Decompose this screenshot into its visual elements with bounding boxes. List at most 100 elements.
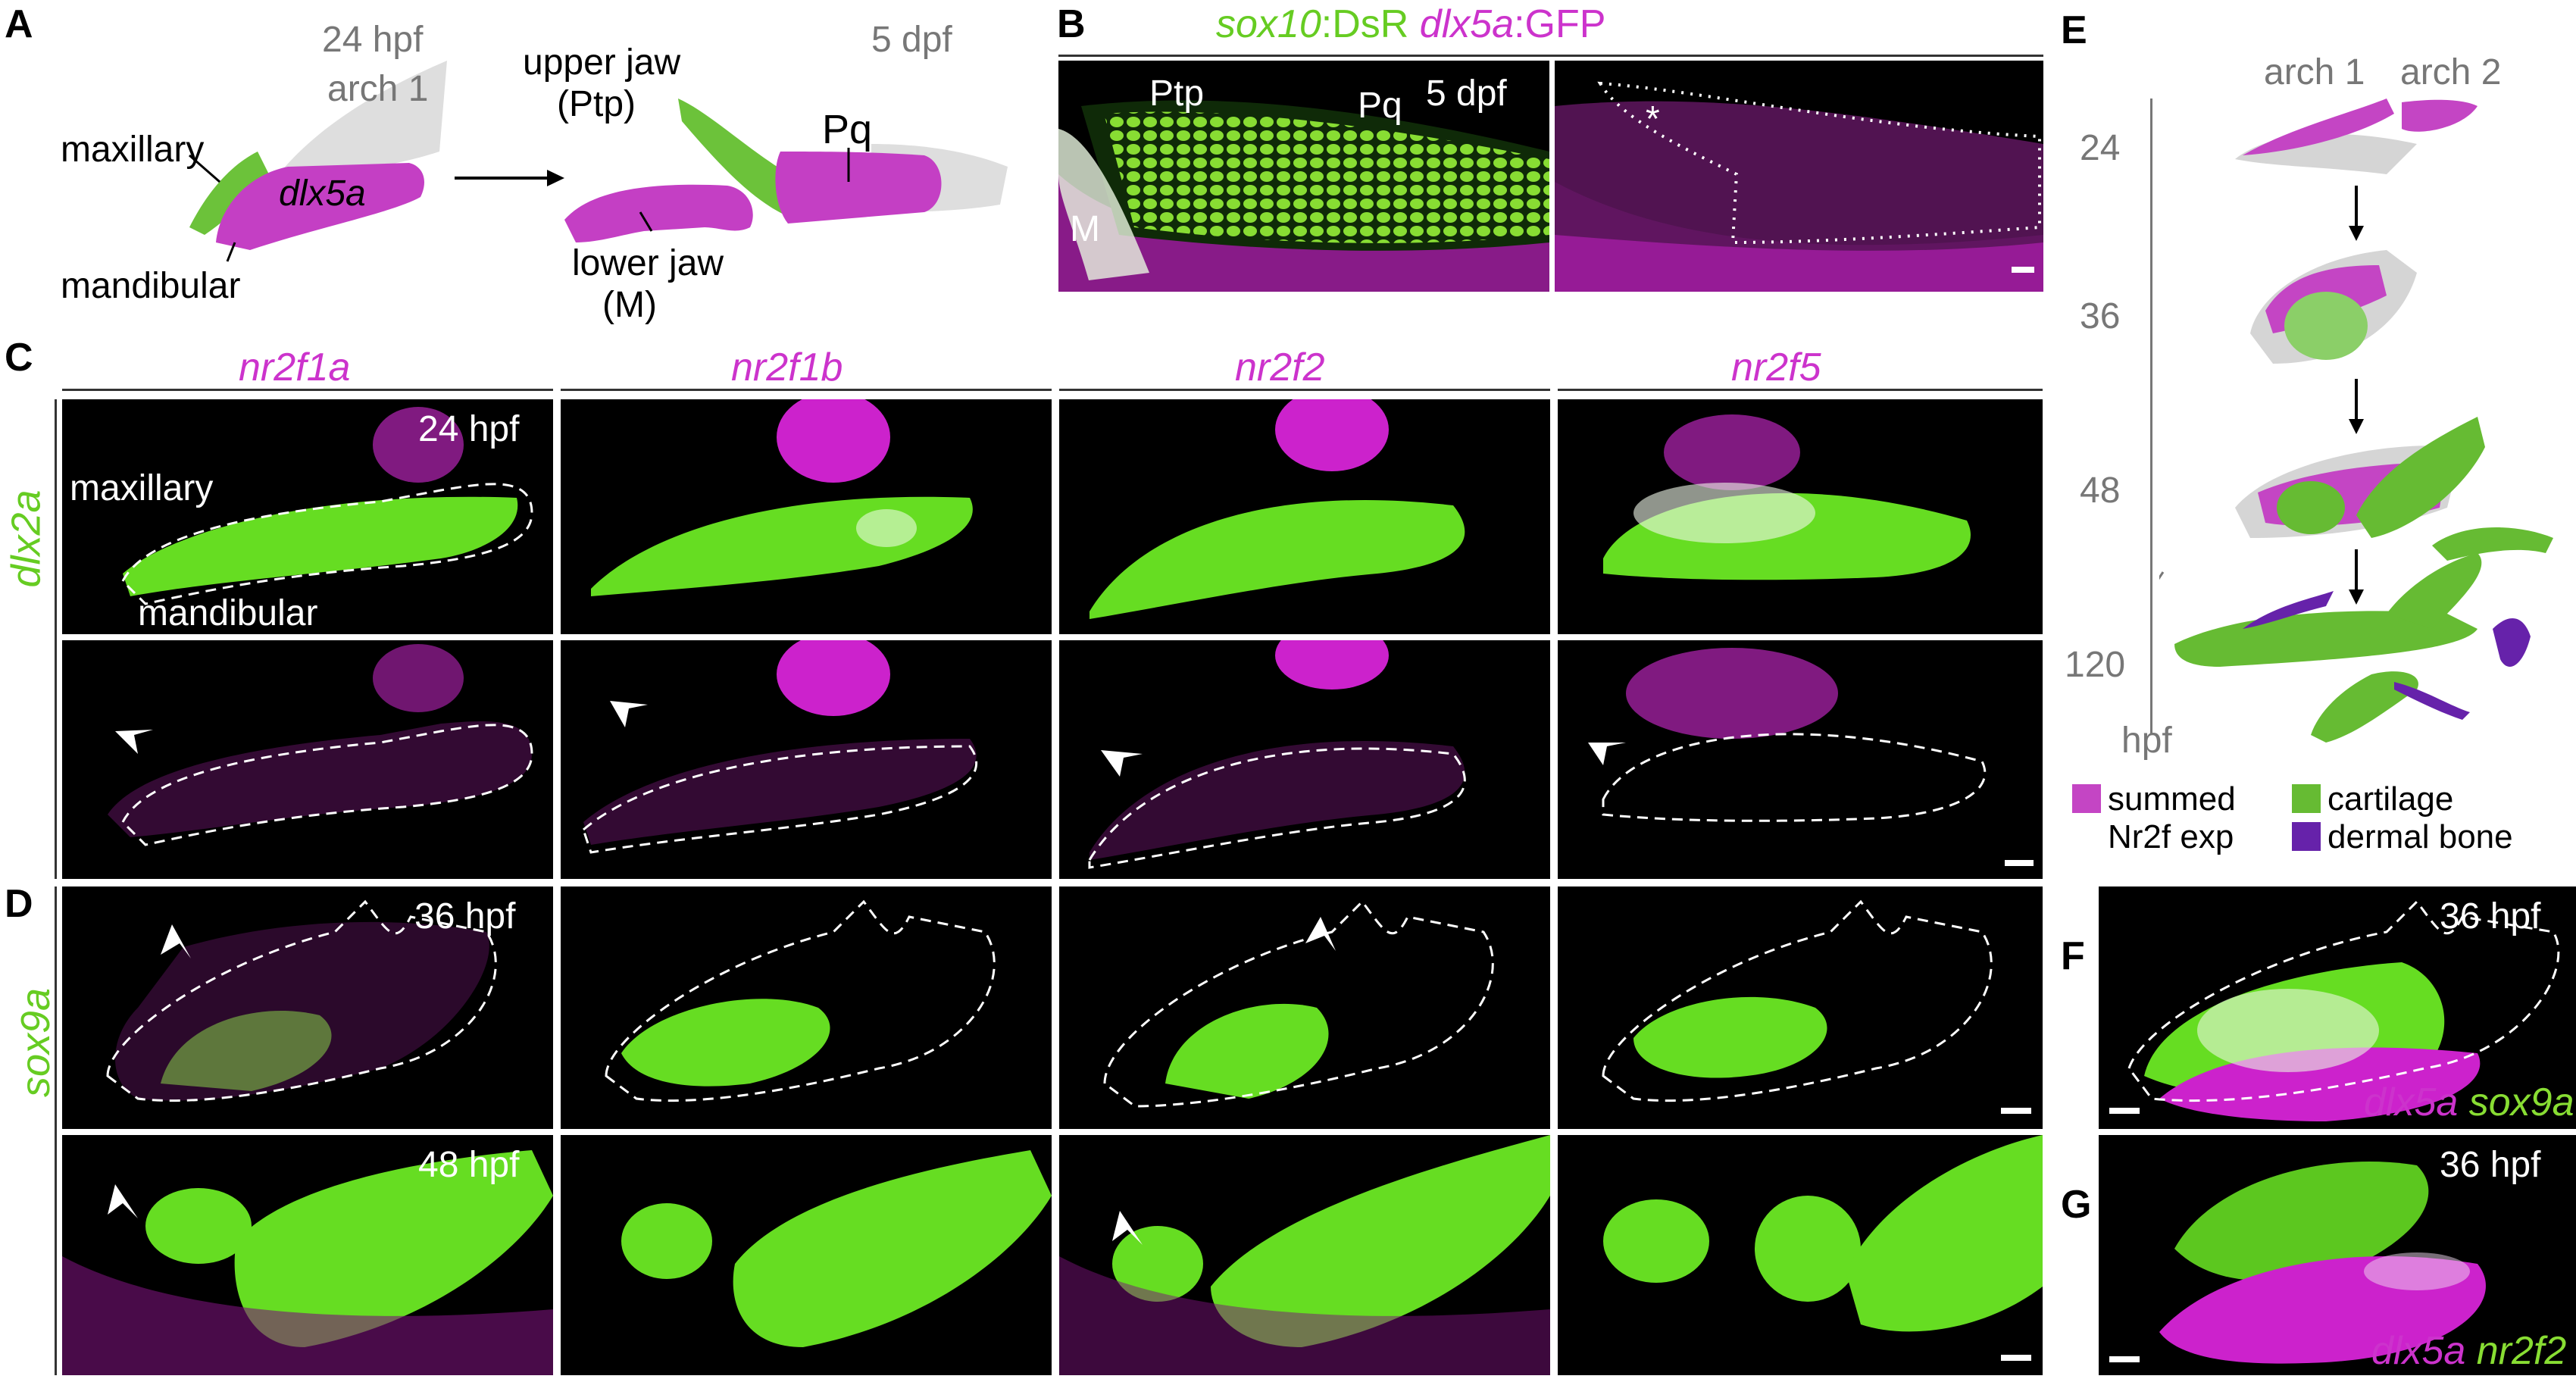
- panel-b-image-right: *: [1555, 61, 2043, 292]
- panel-a-drawing: [189, 61, 1008, 262]
- panel-b-left-drawing: [1058, 100, 1549, 292]
- panel-b-scalebar: [2012, 267, 2034, 273]
- panel-e-arch1: arch 1: [2264, 52, 2365, 92]
- panel-c-row-label: dlx2a: [3, 489, 49, 588]
- panel-c-r1-c2: [561, 399, 1052, 634]
- panel-a-mandibular-label: mandibular: [61, 266, 241, 306]
- panel-d-r2-c2: [561, 1135, 1052, 1375]
- c-outline: [121, 483, 533, 605]
- panel-label-d: D: [5, 882, 33, 926]
- panel-a-arrowhead: [547, 170, 564, 186]
- panel-c-rule-2: [561, 389, 1052, 391]
- arrow-icon: [1112, 1211, 1143, 1245]
- panel-c-r2-c4: [1558, 640, 2043, 879]
- panel-e-legend-magenta-swatch: [2072, 784, 2101, 813]
- panel-b-reporter1: :DsR: [1321, 2, 1409, 46]
- panel-e-legend-magenta-line2: Nr2f exp: [2108, 818, 2234, 855]
- panel-a-pq-label: Pq: [822, 107, 873, 152]
- panel-a-upper-jaw-label: upper jaw: [523, 42, 681, 83]
- pq-magenta-shape: [775, 152, 942, 224]
- panel-c-gene-2: nr2f1b: [731, 346, 843, 389]
- panel-label-g: G: [2061, 1183, 2092, 1227]
- panel-b-m-label: M: [1070, 209, 1100, 249]
- panel-d-stage-top: 36 hpf: [414, 896, 516, 937]
- panel-a-gene-label: dlx5a: [279, 174, 366, 214]
- lower-jaw-magenta-shape: [564, 184, 753, 242]
- panel-c-maxillary: maxillary: [70, 468, 214, 508]
- panel-e-unit: hpf: [2121, 721, 2172, 761]
- panel-a-lower-jaw-abbr: (M): [602, 285, 657, 325]
- panel-d-row-label: sox9a: [13, 987, 59, 1098]
- panel-c-rule-3: [1059, 389, 1550, 391]
- panel-a-upper-jaw-abbr: (Ptp): [557, 84, 636, 124]
- panel-c-r2-c2: [561, 640, 1052, 879]
- panel-f-stage: 36 hpf: [2440, 896, 2541, 937]
- panel-e-legend-green: cartilage: [2327, 780, 2454, 818]
- panel-c-gene-3: nr2f2: [1235, 346, 1325, 389]
- panel-b-right-drawing: [1555, 81, 2043, 292]
- panel-c-r1-c3: [1059, 399, 1550, 634]
- panel-b-title-rule: [1058, 55, 2043, 57]
- panel-a-maxillary-label: maxillary: [61, 130, 205, 170]
- arrow-icon: [610, 701, 648, 727]
- panel-d-stage-bottom: 48 hpf: [418, 1145, 520, 1185]
- panel-c-r2-c3: [1059, 640, 1550, 879]
- panel-label-f: F: [2061, 934, 2085, 978]
- panel-b-pq-label: Pq: [1358, 86, 1402, 126]
- panel-g-stage: 36 hpf: [2440, 1145, 2541, 1185]
- panel-c-r1-c1: 24 hpf maxillary mandibular: [62, 399, 553, 634]
- panel-e-drawing: [2159, 83, 2576, 750]
- panel-c-stage: 24 hpf: [418, 409, 520, 449]
- panel-e-timeline: [2150, 98, 2152, 735]
- panel-e-legend-green-swatch: [2292, 784, 2321, 813]
- arrow-icon: [161, 924, 191, 958]
- panel-b-ptp-label: Ptp: [1149, 73, 1205, 114]
- panel-a-stage-right: 5 dpf: [871, 20, 952, 60]
- panel-f-scalebar: [2109, 1108, 2140, 1114]
- mandibular-leader: [226, 242, 236, 262]
- panel-d-r2-c4: [1558, 1135, 2043, 1375]
- panel-c-mandibular: mandibular: [138, 593, 318, 633]
- panel-c-row-rule: [55, 399, 57, 879]
- mandibular-magenta-shape: [216, 163, 424, 250]
- panel-b-stage: 5 dpf: [1426, 73, 1507, 114]
- arrow-icon: [108, 1184, 138, 1218]
- maxillary-green-shape: [189, 152, 269, 235]
- panel-g-image: 36 hpf dlx5a nr2f2: [2099, 1135, 2576, 1375]
- panel-c-r2-c1: [62, 640, 553, 879]
- panel-d-r1-c4: [1558, 886, 2043, 1129]
- panel-b-title: sox10:DsR dlx5a:GFP: [1216, 2, 1605, 47]
- panel-g-gene1: dlx5a: [2371, 1329, 2466, 1373]
- panel-d-row-rule: [55, 886, 57, 1375]
- panel-d-r1-c2: [561, 886, 1052, 1129]
- maxillary-leader: [189, 154, 220, 183]
- arch1-gray-shape: [273, 61, 447, 182]
- panel-g-genes: dlx5a nr2f2: [2371, 1328, 2566, 1374]
- panel-b-star: *: [1646, 99, 1660, 139]
- panel-f-gene1: dlx5a: [2364, 1080, 2459, 1124]
- panel-a-lower-jaw-label: lower jaw: [572, 243, 724, 283]
- panel-d-r1-c3: [1059, 886, 1550, 1129]
- panel-d-r2-c1: 48 hpf: [62, 1135, 553, 1375]
- panel-e-time-24: 24: [2080, 128, 2121, 168]
- arrow-icon: [1305, 917, 1336, 951]
- panel-label-e: E: [2061, 8, 2087, 52]
- panel-b-image-left: Ptp Pq M 5 dpf: [1058, 61, 1549, 292]
- panel-e-legend-purple: dermal bone: [2327, 818, 2513, 855]
- panel-c-scalebar: [2005, 860, 2034, 866]
- arrow-icon: [115, 730, 153, 754]
- panel-c-rule-1: [62, 389, 553, 391]
- panel-f-image: 36 hpf dlx5a sox9a: [2099, 886, 2576, 1129]
- panel-a-schematic: 24 hpf arch 1 5 dpf maxillary dlx5a mand…: [0, 0, 1053, 333]
- panel-g-scalebar: [2109, 1356, 2140, 1362]
- panel-e-time-36: 36: [2080, 296, 2121, 336]
- lower-jaw-leader: [639, 211, 653, 232]
- panel-e-legend-magenta-line1: summed: [2108, 780, 2236, 818]
- panel-c-gene-4: nr2f5: [1731, 346, 1821, 389]
- panel-e-legend-purple-swatch: [2292, 822, 2321, 851]
- panel-f-genes: dlx5a sox9a: [2364, 1080, 2574, 1125]
- panel-e-time-120: 120: [2065, 645, 2126, 685]
- panel-c-rule-4: [1558, 389, 2043, 391]
- panel-a-arch-left: arch 1: [327, 69, 429, 109]
- arrow-icon: [1588, 743, 1626, 765]
